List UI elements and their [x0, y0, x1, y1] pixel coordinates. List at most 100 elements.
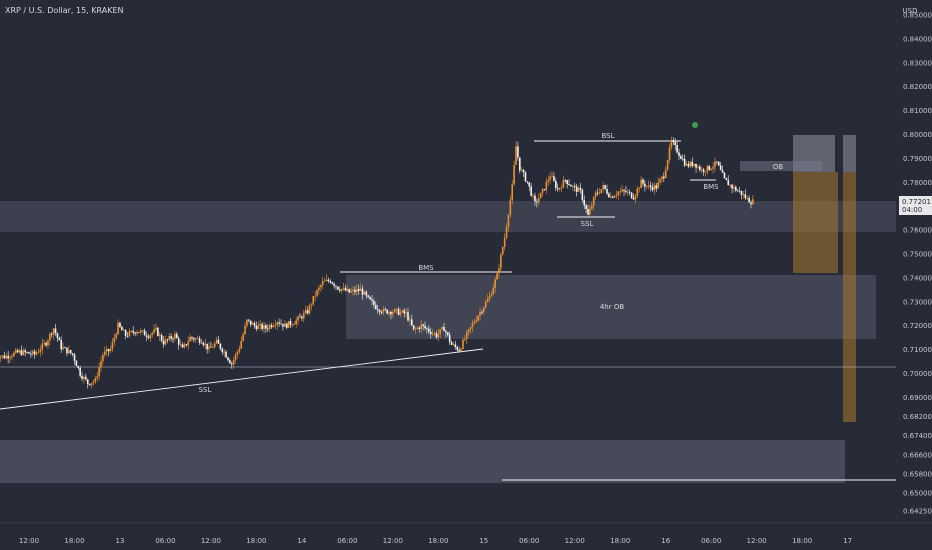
- candle-body: [158, 335, 161, 336]
- candle-body: [664, 169, 667, 179]
- candle-body: [464, 338, 466, 340]
- candle-body: [301, 316, 303, 319]
- candle-body: [325, 279, 328, 281]
- candle-body: [431, 333, 434, 335]
- candle-body: [7, 355, 9, 359]
- candle-body: [723, 172, 726, 178]
- candle-body: [43, 342, 45, 344]
- candle-body: [409, 319, 411, 321]
- candle-body: [187, 341, 189, 346]
- candle-body: [223, 351, 225, 353]
- candle-body: [331, 282, 333, 284]
- candle-body: [115, 334, 117, 338]
- candle-body: [204, 343, 207, 345]
- candle-body: [604, 185, 606, 189]
- candle-body: [183, 344, 186, 348]
- candle-body: [141, 330, 144, 332]
- candle-body: [452, 344, 455, 346]
- candle-body: [210, 346, 212, 348]
- candle-body: [196, 338, 199, 340]
- candle-body: [748, 197, 750, 203]
- candle-body: [725, 177, 728, 181]
- candle-body: [79, 367, 81, 376]
- candle-body: [157, 327, 159, 336]
- x-tick-label: 12:00: [383, 537, 403, 545]
- candle-body: [297, 316, 299, 321]
- candle-body: [52, 328, 55, 335]
- candle-body: [244, 325, 246, 335]
- candle-body: [90, 383, 93, 385]
- candle-body: [371, 299, 373, 301]
- candle-body: [750, 202, 752, 205]
- y-tick-label: 0.66600: [903, 451, 932, 459]
- candle-body: [3, 355, 6, 359]
- candle-body: [484, 302, 487, 308]
- candle-body: [384, 308, 387, 310]
- candle-body: [462, 339, 464, 349]
- candle-body: [149, 334, 152, 339]
- candle-body: [572, 186, 574, 187]
- candle-body: [697, 166, 699, 168]
- candle-body: [45, 342, 47, 346]
- candle-body: [189, 336, 191, 342]
- x-tick-label: 06:00: [155, 537, 175, 545]
- y-tick-label: 0.85000: [903, 12, 932, 20]
- x-tick-label: 18:00: [64, 537, 84, 545]
- candle-body: [558, 187, 561, 190]
- candle-body: [119, 322, 121, 328]
- candle-body: [9, 357, 11, 359]
- candle-body: [16, 350, 19, 353]
- zone-bearish-ob: [793, 172, 838, 273]
- candle-body: [494, 279, 496, 288]
- candle-body: [587, 209, 589, 215]
- candle-body: [426, 328, 428, 329]
- candle-body: [439, 329, 442, 334]
- candle-body: [676, 145, 678, 153]
- candle-body: [666, 160, 669, 170]
- candle-body: [585, 205, 587, 210]
- candle-body: [136, 331, 138, 334]
- candle-body: [517, 146, 519, 158]
- candle-body: [367, 295, 370, 297]
- candle-body: [348, 288, 351, 293]
- candle-body: [524, 172, 527, 182]
- candle-body: [248, 319, 250, 321]
- current-price-tag: [899, 196, 932, 215]
- price-axis[interactable]: [896, 0, 932, 523]
- candle-body: [496, 273, 498, 280]
- candle-body: [619, 191, 622, 193]
- candle-body: [536, 201, 538, 203]
- candle-body: [645, 185, 648, 187]
- ssl-right-label: SSL: [581, 220, 594, 228]
- candle-body: [221, 348, 224, 353]
- candle-body: [407, 312, 409, 321]
- candle-body: [172, 338, 174, 340]
- y-tick-label: 0.82000: [903, 83, 932, 91]
- candle-body: [553, 176, 555, 181]
- candle-body: [181, 344, 184, 348]
- candle-body: [555, 180, 557, 188]
- candle-body: [69, 350, 72, 354]
- candle-body: [234, 354, 237, 360]
- candle-body: [236, 351, 239, 355]
- candle-body: [564, 179, 567, 181]
- candle-body: [121, 327, 123, 331]
- candle-body: [573, 186, 576, 187]
- candle-body: [310, 304, 313, 306]
- candle-body: [733, 187, 735, 189]
- candle-body: [259, 324, 261, 326]
- candle-body: [134, 332, 136, 334]
- candle-body: [719, 165, 722, 170]
- candle-body: [219, 343, 222, 349]
- candle-body: [342, 287, 345, 289]
- candle-body: [469, 327, 472, 330]
- signal-marker: [692, 122, 698, 128]
- candle-body: [742, 194, 745, 196]
- candle-body: [448, 334, 451, 342]
- candle-body: [316, 290, 318, 296]
- candle-body: [179, 344, 182, 346]
- x-tick-label: 12:00: [747, 537, 767, 545]
- candle-body: [85, 376, 87, 380]
